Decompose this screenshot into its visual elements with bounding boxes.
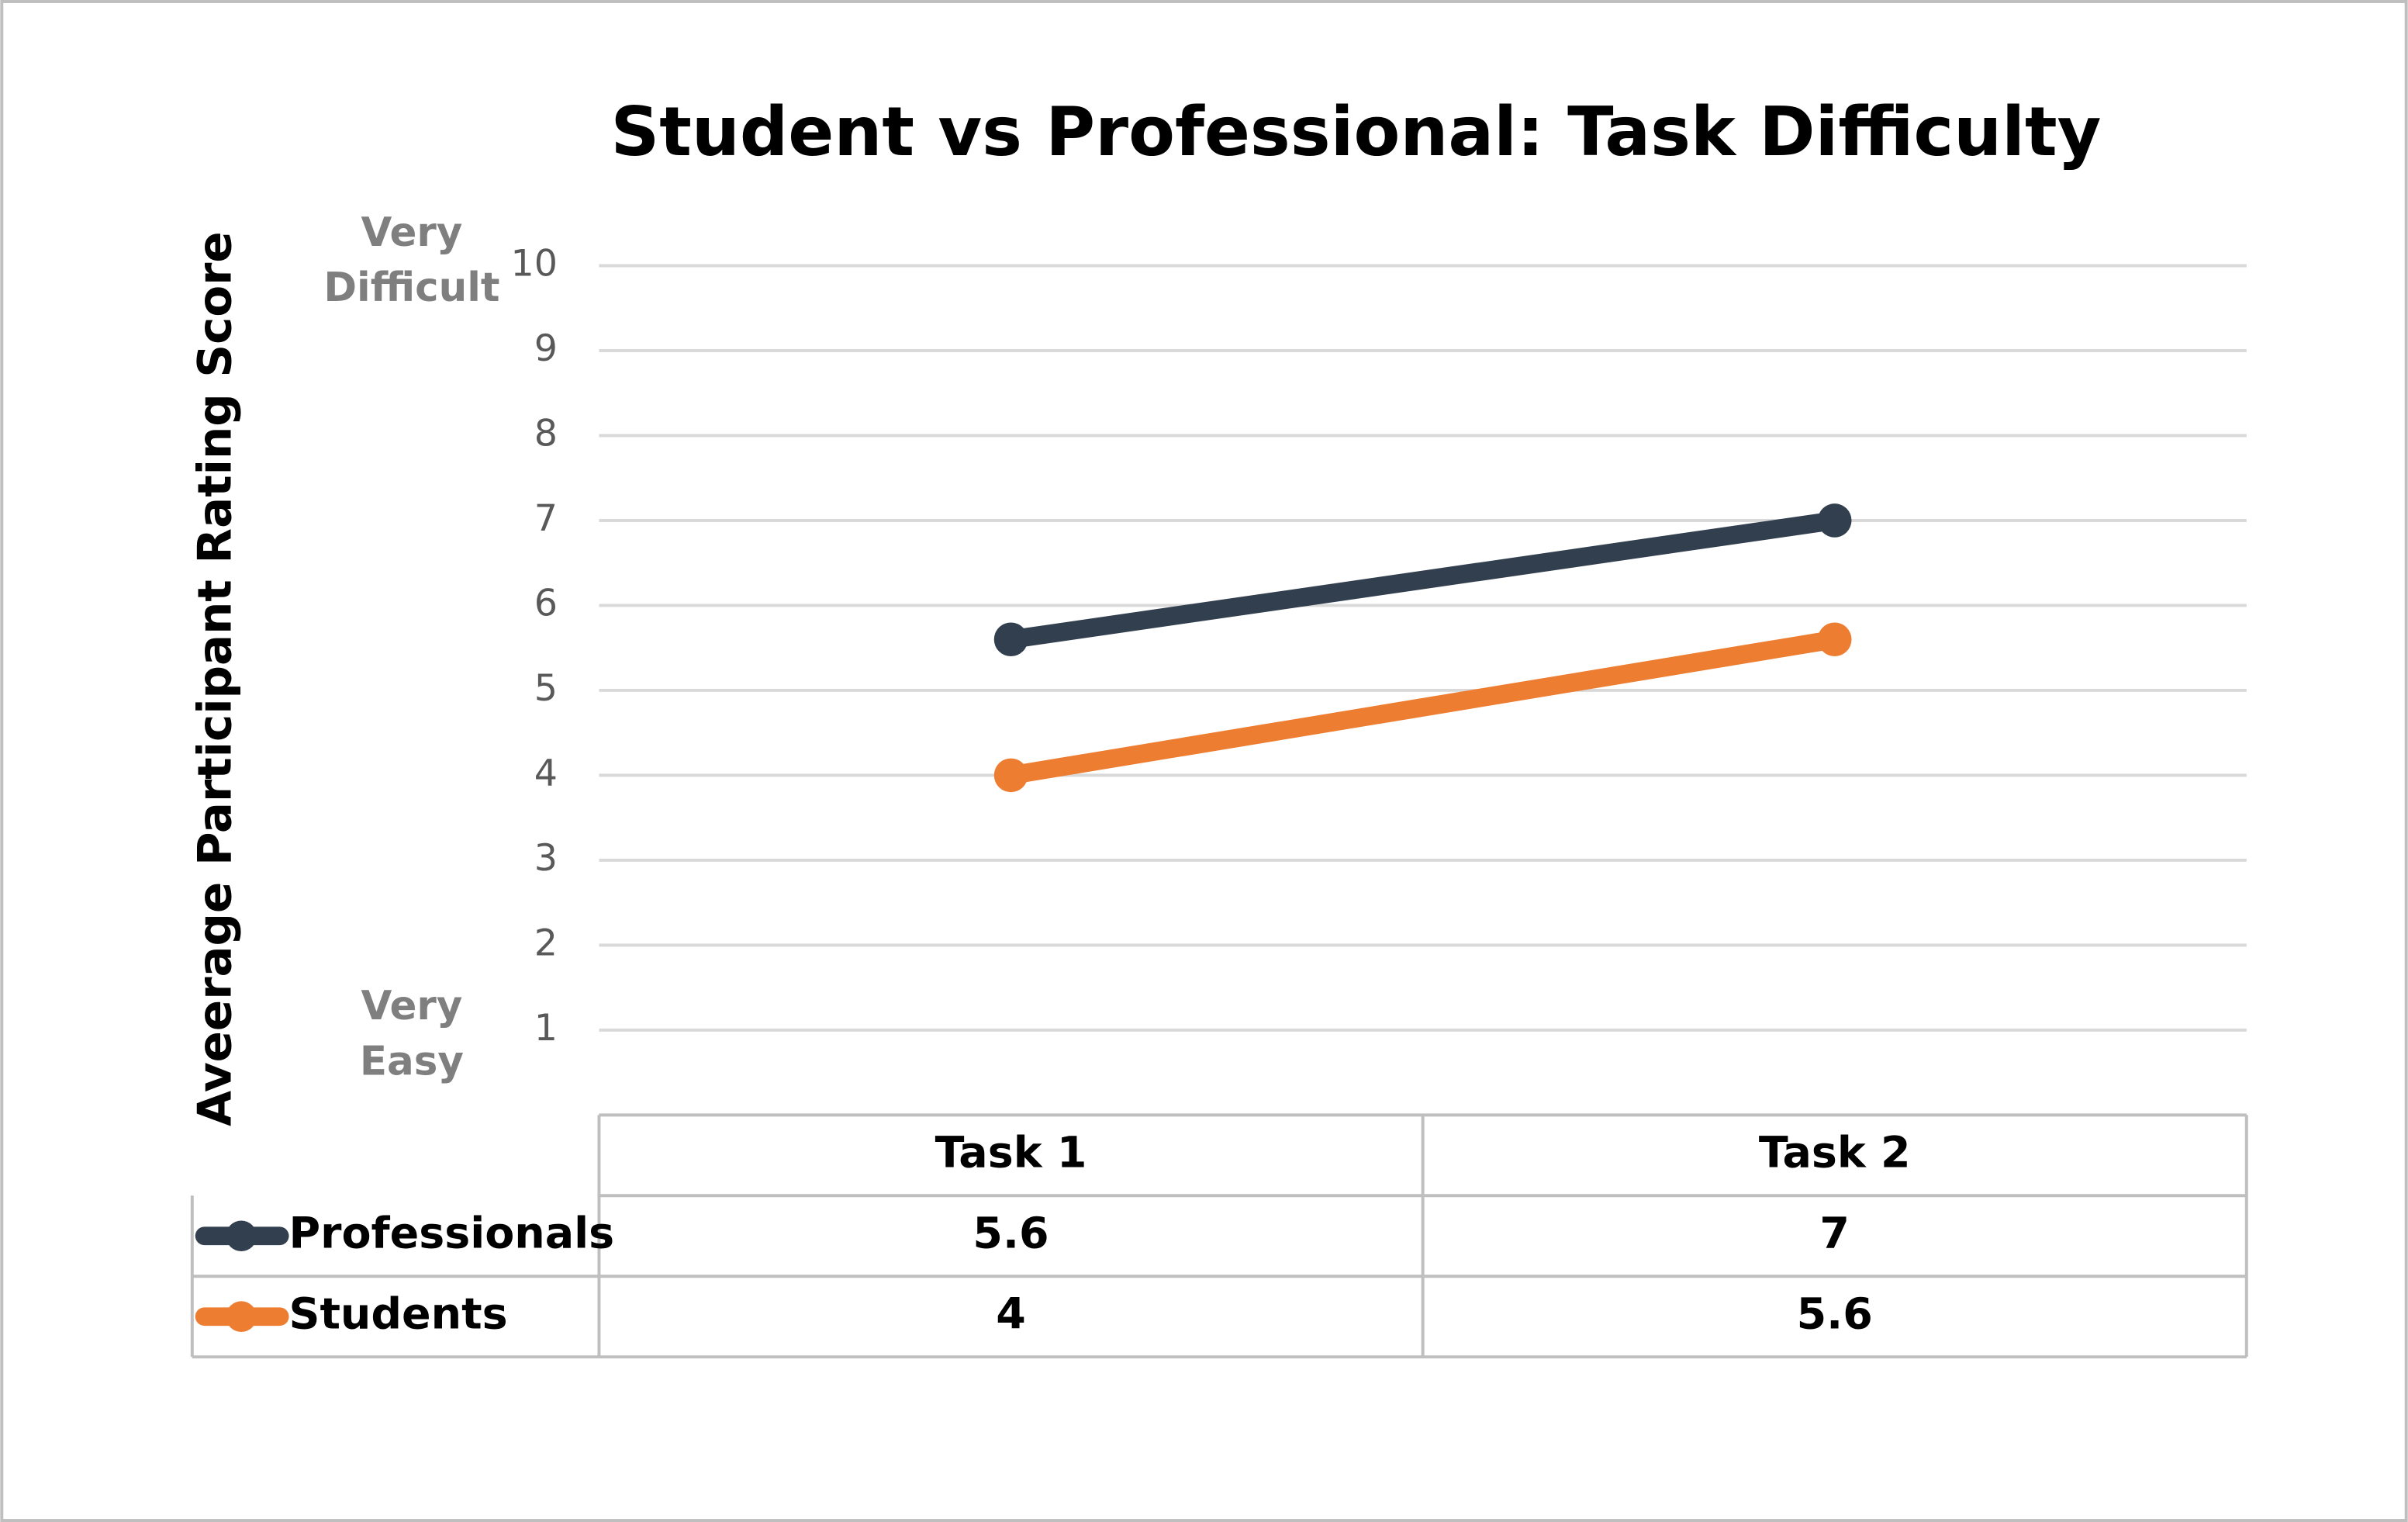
chart-title: Student vs Professional: Task Difficulty bbox=[611, 92, 2102, 171]
legend-key-marker bbox=[226, 1220, 257, 1252]
table-value: 5.6 bbox=[973, 1209, 1049, 1258]
series-line bbox=[1001, 511, 1844, 649]
axis-annotation: Very bbox=[361, 209, 462, 256]
axis-annotation: Very bbox=[361, 983, 462, 1029]
y-tick-label: 7 bbox=[534, 497, 558, 540]
y-tick-label: 10 bbox=[511, 243, 558, 285]
table-value: 4 bbox=[996, 1289, 1026, 1339]
series-line bbox=[1001, 630, 1844, 785]
table-value: 7 bbox=[1819, 1209, 1850, 1258]
y-tick-label: 8 bbox=[534, 412, 558, 455]
x-tick-label: Task 2 bbox=[1759, 1128, 1911, 1178]
legend-label: Professionals bbox=[289, 1209, 615, 1258]
x-tick-label: Task 1 bbox=[935, 1128, 1087, 1178]
legend-label: Students bbox=[289, 1289, 508, 1339]
y-tick-label: 9 bbox=[534, 327, 558, 370]
y-tick-label: 3 bbox=[534, 837, 558, 880]
axis-annotation: Easy bbox=[360, 1038, 464, 1084]
data-point bbox=[1817, 622, 1852, 657]
legend-key-marker bbox=[226, 1301, 257, 1332]
data-point bbox=[993, 758, 1028, 793]
y-tick-label: 5 bbox=[534, 667, 558, 710]
y-tick-label: 6 bbox=[534, 582, 558, 624]
y-tick-label: 1 bbox=[534, 1007, 558, 1050]
axis-annotation: Difficult bbox=[323, 265, 499, 311]
y-tick-label: 2 bbox=[534, 922, 558, 964]
data-point bbox=[993, 622, 1028, 657]
table-value: 5.6 bbox=[1797, 1289, 1873, 1339]
y-axis-label: Aveerage Participant Rating Score bbox=[189, 231, 243, 1126]
y-tick-label: 4 bbox=[534, 752, 558, 794]
data-point bbox=[1817, 503, 1852, 538]
